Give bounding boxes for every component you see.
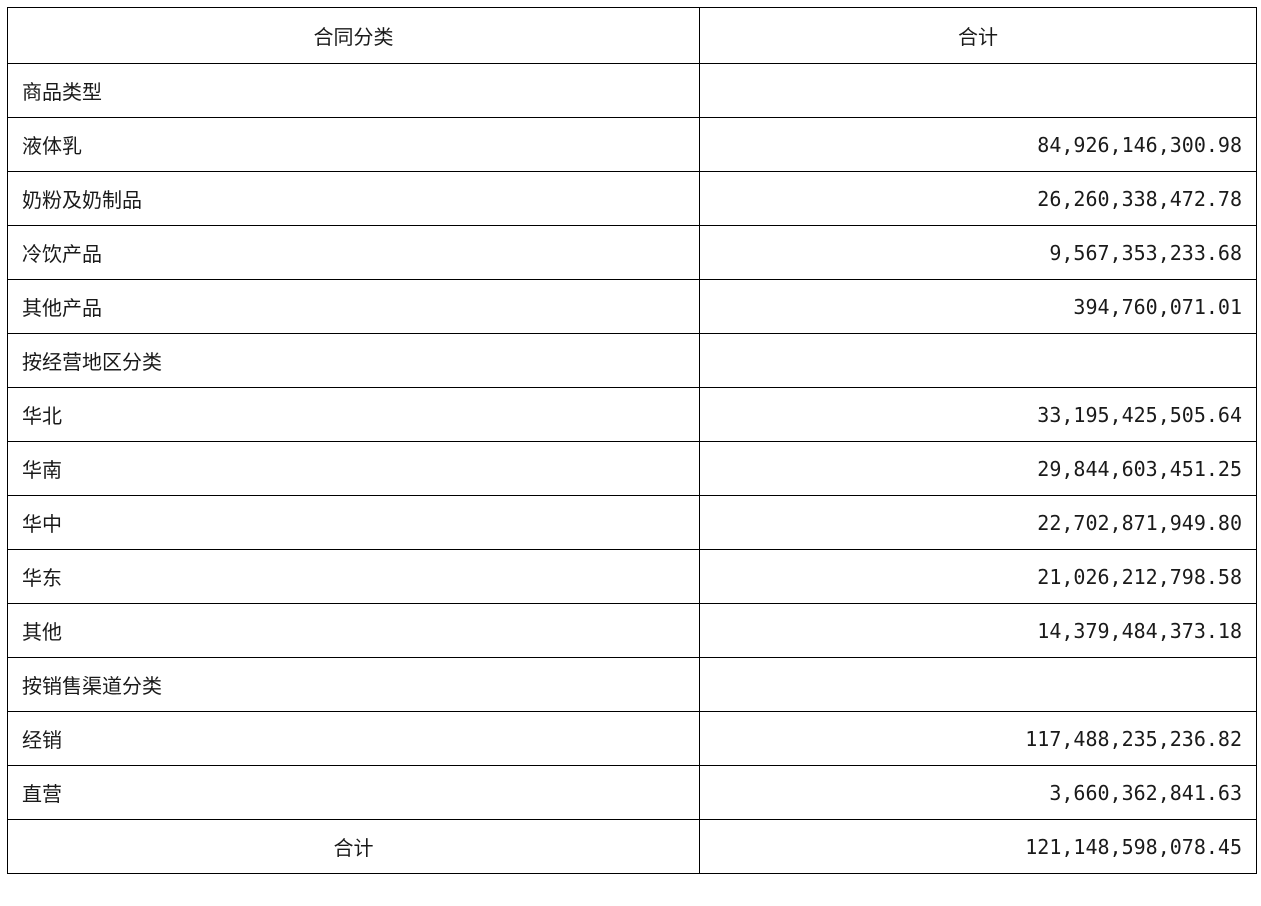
- group-value-empty: [699, 657, 1257, 712]
- table-row: 液体乳 84,926,146,300.98: [7, 117, 1257, 172]
- item-label: 液体乳: [7, 117, 700, 172]
- table-row: 冷饮产品 9,567,353,233.68: [7, 225, 1257, 280]
- group-row: 按经营地区分类: [7, 333, 1257, 388]
- item-value: 33,195,425,505.64: [699, 387, 1257, 442]
- group-value-empty: [699, 333, 1257, 388]
- item-value: 394,760,071.01: [699, 279, 1257, 334]
- header-category: 合同分类: [7, 7, 700, 64]
- item-label: 华北: [7, 387, 700, 442]
- group-label: 按销售渠道分类: [7, 657, 700, 712]
- total-row: 合计 121,148,598,078.45: [7, 819, 1257, 874]
- table-header-row: 合同分类 合计: [7, 7, 1257, 64]
- item-value: 9,567,353,233.68: [699, 225, 1257, 280]
- item-value: 84,926,146,300.98: [699, 117, 1257, 172]
- table-row: 直营 3,660,362,841.63: [7, 765, 1257, 820]
- item-label: 经销: [7, 711, 700, 766]
- item-label: 华南: [7, 441, 700, 496]
- item-label: 其他产品: [7, 279, 700, 334]
- group-value-empty: [699, 63, 1257, 118]
- item-value: 117,488,235,236.82: [699, 711, 1257, 766]
- item-label: 奶粉及奶制品: [7, 171, 700, 226]
- table-row: 奶粉及奶制品 26,260,338,472.78: [7, 171, 1257, 226]
- item-value: 21,026,212,798.58: [699, 549, 1257, 604]
- item-label: 其他: [7, 603, 700, 658]
- item-label: 冷饮产品: [7, 225, 700, 280]
- table-row: 华中 22,702,871,949.80: [7, 495, 1257, 550]
- item-label: 直营: [7, 765, 700, 820]
- contract-classification-table: 合同分类 合计 商品类型 液体乳 84,926,146,300.98 奶粉及奶制…: [7, 7, 1257, 874]
- table-row: 经销 117,488,235,236.82: [7, 711, 1257, 766]
- item-value: 26,260,338,472.78: [699, 171, 1257, 226]
- item-value: 14,379,484,373.18: [699, 603, 1257, 658]
- table-row: 其他 14,379,484,373.18: [7, 603, 1257, 658]
- item-value: 22,702,871,949.80: [699, 495, 1257, 550]
- item-label: 华中: [7, 495, 700, 550]
- header-total: 合计: [699, 7, 1257, 64]
- group-row: 按销售渠道分类: [7, 657, 1257, 712]
- table-row: 华南 29,844,603,451.25: [7, 441, 1257, 496]
- total-label: 合计: [7, 819, 700, 874]
- item-value: 3,660,362,841.63: [699, 765, 1257, 820]
- item-value: 29,844,603,451.25: [699, 441, 1257, 496]
- total-value: 121,148,598,078.45: [699, 819, 1257, 874]
- table-row: 华东 21,026,212,798.58: [7, 549, 1257, 604]
- item-label: 华东: [7, 549, 700, 604]
- table-row: 华北 33,195,425,505.64: [7, 387, 1257, 442]
- group-row: 商品类型: [7, 63, 1257, 118]
- group-label: 商品类型: [7, 63, 700, 118]
- group-label: 按经营地区分类: [7, 333, 700, 388]
- table-row: 其他产品 394,760,071.01: [7, 279, 1257, 334]
